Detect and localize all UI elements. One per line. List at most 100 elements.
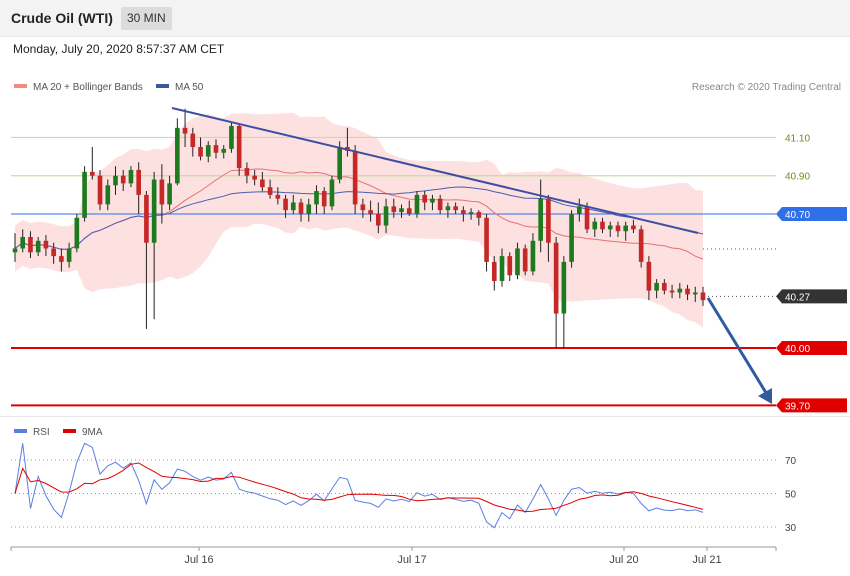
candle-body [677, 288, 683, 293]
candle-body [89, 171, 95, 176]
candle-body [515, 248, 520, 276]
candle-body [569, 214, 574, 262]
candle [607, 221, 613, 237]
level-tag-40-00 [776, 341, 847, 355]
candle-body [391, 206, 397, 213]
candle-body [615, 225, 621, 232]
candle-body [66, 248, 72, 262]
bollinger-band-area [15, 112, 703, 328]
candle-body [120, 175, 126, 184]
candle [476, 210, 482, 226]
candle [190, 127, 196, 157]
candle [600, 217, 605, 234]
candlesticks [12, 108, 706, 348]
projection-arrow [706, 297, 770, 397]
candle [406, 200, 412, 216]
candle-body [685, 288, 690, 295]
candle-body [329, 179, 335, 207]
candle-body [321, 191, 327, 207]
candle [677, 282, 683, 299]
rsi-legend-label: RSI [33, 427, 50, 438]
price-level-labels: 41.10 40.90 40.70 40.27 40.00 39.70 [776, 133, 847, 413]
candle [275, 187, 281, 205]
candle [391, 198, 397, 218]
candle-body [128, 169, 134, 184]
candle [399, 204, 404, 218]
title-bar: Crude Oil (WTI) 30 MIN [0, 0, 850, 37]
rsi-ma-legend-swatch [63, 429, 76, 433]
candle-body [306, 204, 312, 214]
candle-body [20, 236, 26, 249]
candle [213, 139, 219, 159]
candle [82, 166, 87, 222]
candle-body [151, 179, 157, 243]
candle-body [190, 133, 196, 147]
rsi-ma-line [14, 462, 704, 513]
candle-body [561, 261, 567, 314]
candle [229, 122, 234, 153]
rsi-grid: 70 50 30 [11, 456, 797, 534]
candle-body [445, 206, 451, 211]
candle-body [491, 261, 497, 281]
candle-body [584, 206, 590, 230]
candle-body [692, 292, 698, 295]
candle [368, 200, 373, 222]
candle [267, 179, 273, 199]
candle [167, 175, 172, 211]
candle-body [476, 212, 482, 218]
timeframe-button[interactable]: 30 MIN [121, 7, 172, 30]
candle-body [576, 206, 582, 214]
candle [260, 171, 265, 192]
candle-body [530, 240, 536, 272]
candle-body [213, 145, 219, 153]
candle-body [461, 210, 466, 214]
x-tick-label: Jul 16 [184, 554, 213, 566]
datetime-label: Monday, July 20, 2020 8:57:37 AM CET [13, 42, 225, 56]
candle [105, 179, 111, 211]
candle-body [290, 202, 296, 211]
candle [120, 169, 126, 192]
candle [51, 242, 56, 264]
candle-body [74, 217, 80, 249]
ma20-legend-label: MA 20 + Bollinger Bands [33, 82, 143, 93]
level-label-40-70: 40.70 [785, 210, 810, 221]
candle [414, 191, 420, 218]
candle-body [484, 217, 489, 262]
candle-body [144, 194, 149, 243]
candle-body [59, 256, 64, 262]
candle [553, 236, 559, 348]
candle-body [175, 127, 180, 184]
candle [144, 191, 149, 329]
candle-body [654, 282, 659, 291]
ma50-legend-swatch [156, 84, 169, 88]
candle-body [638, 229, 644, 262]
candle [74, 214, 80, 253]
candle-body [275, 194, 281, 199]
candle [662, 279, 667, 295]
candle-body [97, 175, 103, 205]
candle [151, 171, 157, 320]
candle-body [600, 221, 605, 230]
candle [430, 194, 435, 211]
candle [314, 185, 319, 214]
candle [646, 256, 652, 301]
candle [700, 286, 706, 306]
candle [89, 147, 95, 180]
candle-body [105, 185, 111, 205]
candle [561, 256, 567, 348]
candle [283, 194, 288, 218]
x-tick-label: Jul 20 [609, 554, 638, 566]
level-label-41-10: 41.10 [785, 133, 810, 144]
level-tag-40-70 [776, 207, 847, 221]
trendline [171, 107, 699, 234]
candle-body [229, 125, 234, 149]
candle [499, 248, 505, 287]
candle [175, 118, 180, 186]
rsi-line [14, 442, 704, 529]
candle-body [260, 179, 265, 188]
candle [59, 248, 64, 272]
candle-body [383, 206, 389, 226]
candle-body [430, 198, 435, 203]
level-label-40-90: 40.90 [785, 172, 810, 183]
candle [576, 198, 582, 222]
